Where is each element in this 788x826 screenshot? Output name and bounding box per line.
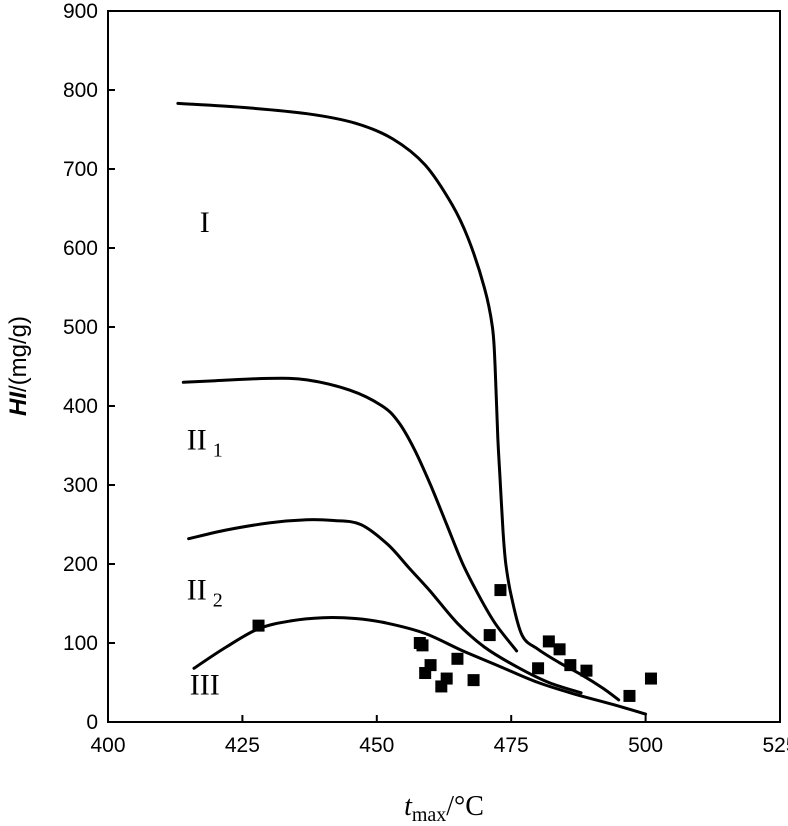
data-point: [416, 639, 429, 652]
curve-II1: [181, 376, 519, 653]
data-point: [440, 672, 453, 685]
region-label-sub: 1: [213, 439, 223, 461]
plot-frame: [107, 10, 781, 723]
data-points: [252, 584, 657, 702]
y-tick-label: 200: [63, 553, 98, 576]
y-axis-label-unit: /(mg/g): [5, 316, 32, 392]
y-tick-label: 300: [63, 474, 98, 497]
curve-III: [192, 616, 648, 716]
y-axis-label-var: HI: [5, 391, 32, 416]
region-label: III: [190, 668, 220, 701]
x-axis-label-unit: /°C: [446, 791, 484, 822]
curve-II2: [187, 518, 583, 695]
region-label: I: [200, 206, 210, 239]
x-axis-label-var: t: [404, 791, 413, 822]
data-point: [483, 629, 496, 642]
x-axis-ticks: 400 425 450 475 500 525: [90, 715, 788, 757]
x-tick-label: 450: [359, 734, 394, 757]
data-point: [494, 584, 507, 597]
plot-area: [107, 10, 781, 723]
data-point: [451, 652, 464, 665]
x-axis-label: tmax/°C: [404, 791, 484, 826]
data-point: [644, 672, 657, 685]
region-label-sub: 2: [213, 590, 223, 612]
curve-I: [176, 101, 621, 702]
region-label-main: III: [190, 668, 220, 701]
data-point: [532, 662, 545, 675]
data-point: [424, 659, 437, 672]
data-point: [564, 659, 577, 672]
data-point: [580, 664, 593, 677]
y-tick-label: 600: [63, 237, 98, 260]
region-label-main: II: [187, 574, 207, 607]
region-label: II 1: [187, 423, 223, 461]
x-tick-label: 425: [225, 734, 260, 757]
x-tick-label: 525: [762, 734, 788, 757]
y-axis-label: HI/(mg/g): [5, 316, 32, 416]
data-point: [553, 643, 566, 656]
data-point: [252, 619, 265, 632]
x-tick-label: 500: [628, 734, 663, 757]
data-point: [623, 689, 636, 702]
region-label: II 2: [187, 574, 223, 612]
region-label-main: I: [200, 206, 210, 239]
y-tick-label: 0: [86, 711, 98, 734]
y-tick-label: 400: [63, 395, 98, 418]
x-tick-label: 400: [90, 734, 125, 757]
x-tick-label: 475: [494, 734, 529, 757]
data-point: [542, 635, 555, 648]
y-tick-label: 800: [63, 79, 98, 102]
y-tick-label: 500: [63, 316, 98, 339]
region-label-main: II: [187, 423, 207, 456]
y-axis-ticks: 0 100 200 300 400 500 600 700 800 900: [63, 0, 115, 734]
y-tick-label: 700: [63, 158, 98, 181]
y-tick-label: 100: [63, 632, 98, 655]
x-axis-label-sub: max: [412, 804, 446, 826]
data-point: [467, 674, 480, 687]
y-tick-label: 900: [63, 0, 98, 23]
curves: [176, 101, 648, 716]
